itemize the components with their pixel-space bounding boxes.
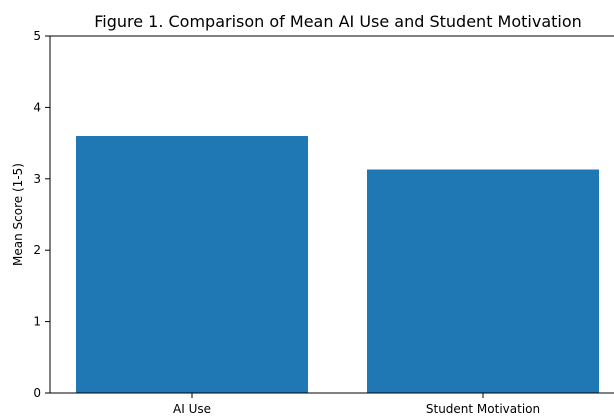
plot-area: 0 1 2 3 4 5 AI Use Student Motivation bbox=[33, 29, 614, 416]
y-tick-label-3: 3 bbox=[33, 172, 41, 186]
x-tick-label-student-motivation: Student Motivation bbox=[426, 402, 540, 416]
chart-title: Figure 1. Comparison of Mean AI Use and … bbox=[94, 12, 582, 31]
y-tick-label-0: 0 bbox=[33, 386, 41, 400]
y-ticks: 0 1 2 3 4 5 bbox=[33, 29, 50, 400]
bar-student-motivation bbox=[367, 169, 599, 393]
x-tick-label-ai-use: AI Use bbox=[173, 402, 211, 416]
y-axis-label: Mean Score (1-5) bbox=[11, 163, 25, 266]
bar-ai-use bbox=[76, 136, 308, 393]
bars bbox=[76, 136, 599, 393]
y-tick-label-5: 5 bbox=[33, 29, 41, 43]
x-ticks: AI Use Student Motivation bbox=[173, 393, 540, 416]
y-tick-label-4: 4 bbox=[33, 100, 41, 114]
y-tick-label-1: 1 bbox=[33, 315, 41, 329]
y-tick-label-2: 2 bbox=[33, 243, 41, 257]
axes bbox=[49, 35, 614, 394]
